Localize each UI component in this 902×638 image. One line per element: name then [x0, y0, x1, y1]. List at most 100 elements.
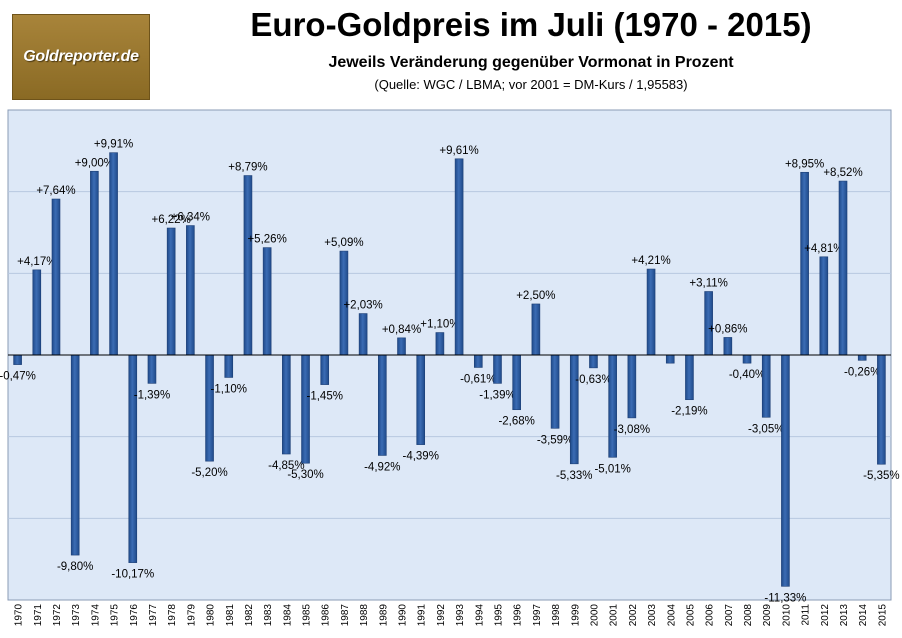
bar-1971	[32, 269, 42, 356]
bar-1996	[512, 354, 521, 411]
bar-1995	[493, 354, 502, 384]
x-tick-label-1979: 1979	[186, 604, 197, 627]
data-label-1996: -2,68%	[498, 416, 534, 428]
x-tick-label-1996: 1996	[513, 604, 524, 627]
x-tick-label-1992: 1992	[436, 604, 447, 627]
bar-2004	[665, 354, 675, 364]
chart-subtitle: Jeweils Veränderung gegenüber Vormonat i…	[328, 54, 734, 71]
data-label-1994: -0,61%	[460, 373, 496, 385]
bar-1982	[243, 175, 253, 356]
data-label-2009: -3,05%	[748, 423, 784, 435]
bar-1975	[109, 152, 118, 356]
x-tick-label-2009: 2009	[762, 604, 773, 627]
data-label-2012: +4,81%	[804, 243, 843, 255]
x-tick-label-2007: 2007	[724, 604, 735, 627]
x-tick-label-1987: 1987	[340, 604, 351, 627]
data-label-1993: +9,61%	[439, 145, 478, 157]
bar-1972	[51, 198, 61, 356]
x-tick-label-1977: 1977	[148, 604, 159, 627]
bar-2009	[761, 354, 771, 418]
data-label-2013: +8,52%	[823, 167, 862, 179]
bar-1970	[13, 354, 22, 365]
data-label-1990: +0,84%	[382, 324, 421, 336]
bar-2003	[646, 268, 656, 356]
goldreporter-logo: Goldreporter.de	[12, 14, 150, 100]
data-label-1980: -5,20%	[191, 467, 227, 479]
bar-1994	[473, 354, 483, 368]
data-label-1973: -9,80%	[57, 561, 93, 573]
x-tick-label-1981: 1981	[225, 604, 236, 627]
data-label-2002: -3,08%	[614, 424, 650, 436]
x-tick-label-1971: 1971	[33, 604, 44, 627]
bar-1993	[454, 158, 464, 356]
data-label-1997: +2,50%	[516, 290, 555, 302]
bar-2014	[857, 354, 867, 361]
bar-2005	[685, 354, 694, 401]
x-tick-label-1989: 1989	[378, 604, 389, 627]
x-tick-label-1990: 1990	[398, 604, 409, 627]
x-tick-label-1980: 1980	[206, 604, 217, 627]
bar-1989	[378, 354, 387, 456]
x-tick-label-1991: 1991	[417, 604, 428, 627]
x-tick-label-2014: 2014	[858, 604, 869, 627]
data-label-1974: +9,00%	[75, 157, 114, 169]
bar-1980	[205, 354, 214, 462]
data-label-1985: -5,30%	[287, 469, 323, 481]
x-tick-label-1978: 1978	[167, 604, 178, 627]
chart-source-note: (Quelle: WGC / LBMA; vor 2001 = DM-Kurs …	[374, 77, 688, 92]
data-label-2011: +8,95%	[785, 158, 824, 170]
x-tick-label-2011: 2011	[801, 604, 812, 626]
bar-2008	[742, 354, 752, 364]
bar-1984	[282, 354, 291, 455]
bar-2013	[838, 180, 848, 356]
x-tick-label-2005: 2005	[685, 604, 696, 627]
data-label-1982: +8,79%	[228, 162, 267, 174]
bar-1974	[90, 170, 99, 356]
data-label-1992: +1,10%	[420, 319, 459, 331]
x-tick-label-2015: 2015	[877, 604, 888, 627]
data-label-1971: +4,17%	[17, 256, 56, 268]
data-label-1977: -1,39%	[134, 389, 170, 401]
bar-1978	[166, 227, 176, 356]
data-label-1983: +5,26%	[247, 234, 286, 246]
data-label-1988: +2,03%	[343, 300, 382, 312]
bar-1990	[397, 337, 406, 356]
data-label-2008: -0,40%	[729, 369, 765, 381]
x-tick-label-1994: 1994	[474, 604, 485, 627]
data-label-2001: -5,01%	[594, 463, 630, 475]
x-tick-label-2004: 2004	[666, 604, 677, 627]
x-tick-label-1975: 1975	[110, 604, 121, 627]
bar-1999	[569, 354, 579, 465]
chart-title: Euro-Goldpreis im Juli (1970 - 2015)	[250, 6, 812, 43]
x-tick-label-1970: 1970	[14, 604, 25, 627]
bar-1976	[128, 354, 138, 563]
x-tick-label-1984: 1984	[282, 604, 293, 627]
data-label-1987: +5,09%	[324, 237, 363, 249]
bar-2012	[819, 256, 829, 356]
bar-2010	[781, 354, 790, 587]
data-label-1995: -1,39%	[479, 389, 515, 401]
data-label-1981: -1,10%	[211, 383, 247, 395]
bar-2000	[589, 354, 598, 369]
bar-1988	[358, 313, 368, 356]
data-label-2006: +3,11%	[689, 278, 727, 290]
x-tick-label-2006: 2006	[705, 604, 716, 627]
x-tick-label-1982: 1982	[244, 604, 255, 627]
data-label-2010: -11,33%	[764, 592, 806, 604]
bar-2002	[627, 354, 637, 419]
bar-1973	[70, 354, 80, 556]
bar-1985	[301, 354, 310, 464]
data-label-1979: +6,34%	[171, 212, 210, 224]
x-tick-label-2008: 2008	[743, 604, 754, 627]
x-tick-label-2013: 2013	[839, 604, 850, 627]
x-tick-label-2010: 2010	[781, 604, 792, 627]
data-label-1976: -10,17%	[111, 569, 154, 581]
data-label-2007: +0,86%	[708, 323, 747, 335]
x-tick-label-1995: 1995	[493, 604, 504, 627]
bar-1981	[224, 354, 234, 378]
x-tick-label-1973: 1973	[71, 604, 82, 627]
x-tick-label-1974: 1974	[90, 604, 101, 627]
x-tick-label-1999: 1999	[570, 604, 581, 627]
bar-2011	[800, 171, 809, 356]
